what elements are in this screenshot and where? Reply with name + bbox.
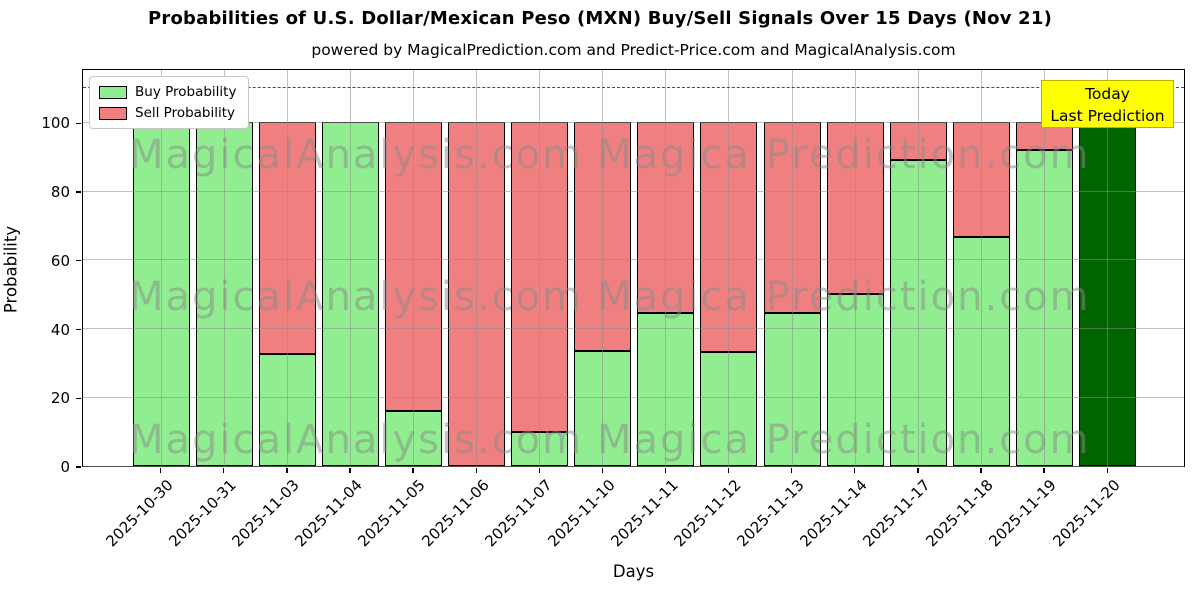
chart-legend: Buy Probability Sell Probability: [89, 76, 250, 129]
x-tick-mark: [664, 468, 667, 473]
y-tick-label: 60: [50, 251, 70, 270]
today-annotation-box: Today Last Prediction: [1041, 80, 1174, 128]
x-tick-mark: [412, 468, 414, 473]
bar-segment-buy: [511, 431, 569, 466]
legend-item-sell: Sell Probability: [99, 105, 236, 121]
x-tick-mark: [727, 468, 730, 473]
bar-segment-buy: [889, 160, 947, 466]
bar-segment-sell: [952, 122, 1010, 238]
bar-segment-sell: [763, 122, 821, 314]
y-tick-mark: [76, 466, 81, 468]
y-tick-mark: [76, 122, 81, 124]
x-tick-mark: [601, 468, 604, 473]
buy-color-swatch: [99, 85, 127, 99]
y-tick-mark: [76, 397, 81, 399]
x-tick-mark: [980, 468, 982, 473]
y-tick-mark: [76, 260, 81, 262]
bar-segment-buy: [700, 351, 758, 466]
y-tick-label: 80: [50, 183, 70, 202]
bar-segment-sell: [384, 122, 442, 412]
x-tick-label: 2025-10-30: [102, 476, 177, 551]
bar-segment-sell: [258, 122, 316, 355]
bar-segment-sell: [637, 122, 695, 314]
y-axis-title: Probability: [1, 225, 21, 314]
bar-segment-buy: [637, 313, 695, 466]
bars-layer: [83, 70, 1184, 466]
annotation-line2: Last Prediction: [1050, 107, 1165, 125]
y-tick-label: 40: [50, 320, 70, 339]
bar-segment-buy: [1015, 149, 1073, 466]
y-tick-label: 100: [41, 114, 70, 133]
bar-segment-buy: [132, 122, 190, 466]
sell-color-swatch: [99, 106, 127, 120]
legend-label-sell: Sell Probability: [135, 105, 236, 121]
y-tick-mark: [76, 191, 81, 193]
dashed-threshold-line: [83, 86, 1184, 88]
bar-today: [1079, 122, 1136, 466]
legend-item-buy: Buy Probability: [99, 84, 236, 100]
x-tick-mark: [475, 468, 477, 473]
chart-title: Probabilities of U.S. Dollar/Mexican Pes…: [147, 8, 1052, 29]
bar-segment-buy: [258, 354, 316, 466]
bar-segment-sell: [574, 122, 632, 351]
bar-segment-buy: [321, 122, 379, 466]
y-tick-label: 20: [50, 389, 70, 408]
legend-label-buy: Buy Probability: [135, 84, 237, 100]
bar-segment-buy: [384, 411, 442, 466]
plot-area: MagicalAnalysis.com Magica Prediction.com…: [82, 69, 1185, 467]
chart-subtitle: powered by MagicalPrediction.com and Pre…: [311, 41, 956, 59]
x-tick-mark: [286, 468, 288, 473]
x-tick-mark: [538, 468, 540, 473]
bar-segment-buy: [763, 313, 821, 466]
x-tick-mark: [223, 468, 225, 473]
x-tick-mark: [854, 468, 856, 473]
x-tick-mark: [1106, 468, 1108, 473]
x-axis-title: Days: [612, 562, 655, 581]
bar-segment-buy: [195, 122, 253, 466]
x-tick-mark: [349, 468, 351, 473]
y-tick-mark: [76, 328, 81, 331]
bar-segment-sell: [511, 122, 569, 432]
x-tick-mark: [1043, 468, 1045, 473]
annotation-line1: Today: [1085, 85, 1130, 103]
x-tick-mark: [917, 468, 919, 473]
bar-segment-buy: [574, 350, 632, 466]
bar-segment-buy: [952, 237, 1010, 466]
bar-segment-sell: [889, 122, 947, 161]
y-tick-label: 0: [60, 458, 70, 476]
bar-segment-sell: [826, 122, 884, 295]
bar-segment-sell: [448, 122, 505, 466]
bar-segment-buy: [826, 294, 884, 466]
bar-segment-sell: [700, 122, 758, 352]
x-tick-mark: [160, 468, 162, 473]
x-tick-mark: [791, 468, 793, 473]
